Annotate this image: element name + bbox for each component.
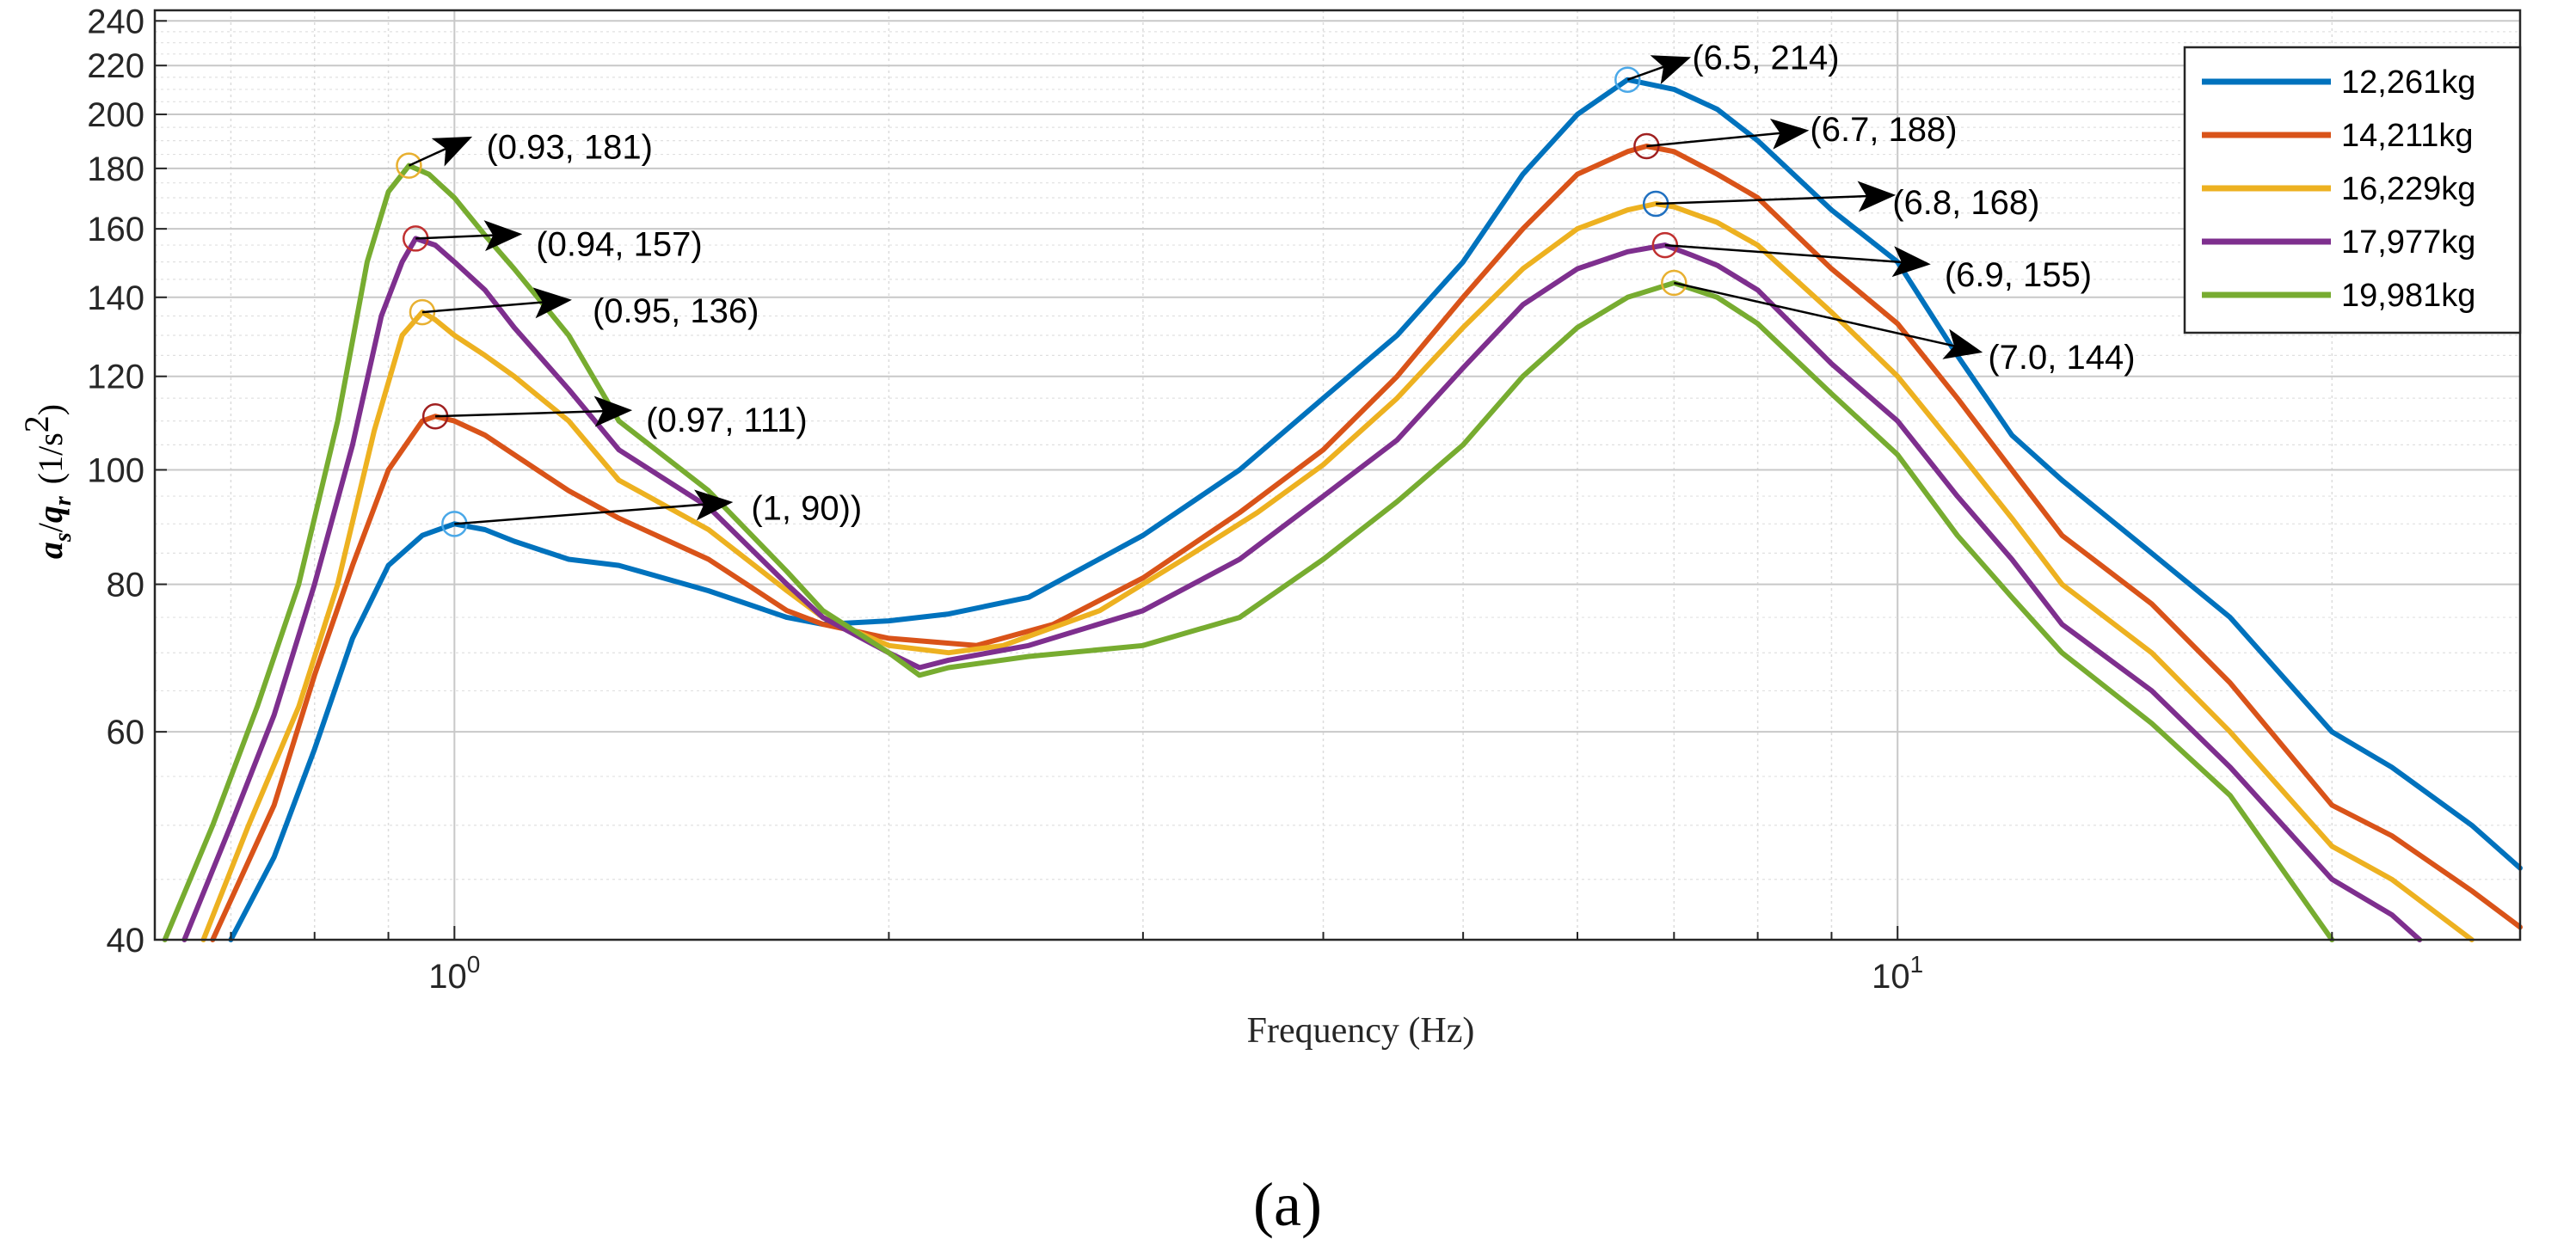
- legend-box: [2183, 46, 2522, 334]
- annotation-arrow-3: [435, 396, 633, 427]
- legend: 12,261kg 14,211kg 16,229kg 17,977kg 19,981kg: [2183, 46, 2522, 334]
- x-tick-exponent: 0: [467, 951, 481, 978]
- annotation-arrow-8: [1664, 243, 1931, 278]
- y-tick-label: 140: [87, 279, 144, 317]
- y-tick-label: 220: [87, 47, 144, 85]
- y-label-sep: /: [31, 522, 70, 532]
- x-axis-label: Frequency (Hz): [1247, 1011, 1475, 1051]
- annotation-label-6: (6.7, 188): [1810, 111, 1957, 149]
- peak-marker-6: [1633, 132, 1660, 160]
- y-label-num-sub: s: [50, 532, 77, 543]
- legend-label-1: 14,211kg: [2341, 118, 2474, 154]
- annotation-arrow-6: [1646, 118, 1810, 150]
- annotation-label-3: (0.97, 111): [646, 402, 808, 439]
- y-label-units-sup: 2: [17, 415, 56, 432]
- annotation-arrow-4: [454, 489, 734, 525]
- x-tick-base: 10: [1872, 958, 1910, 996]
- y-label-num: a: [31, 542, 70, 559]
- y-label-units: (1/s: [31, 432, 70, 484]
- y-tick-label: 120: [87, 359, 144, 396]
- legend-label-2: 16,229kg: [2341, 171, 2475, 207]
- y-label-den: q: [31, 506, 70, 523]
- x-tick-exponent: 1: [1910, 951, 1924, 978]
- annotation-label-2: (0.95, 136): [593, 292, 759, 330]
- annotation-arrow-2: [421, 287, 572, 319]
- legend-label-0: 12,261kg: [2341, 64, 2475, 101]
- annotation-arrow-0: [408, 136, 473, 167]
- annotation-label-9: (7.0, 144): [1988, 339, 2135, 377]
- y-tick-label: 180: [87, 150, 144, 188]
- y-tick-label: 40: [107, 922, 145, 960]
- annotation-label-5: (6.5, 214): [1692, 40, 1839, 77]
- series-line-4: [162, 163, 2335, 942]
- axes-box: [153, 9, 2522, 941]
- x-tick-label: 100: [428, 951, 480, 996]
- figure-caption: (a): [1253, 1170, 1322, 1239]
- annotation-label-8: (6.9, 155): [1945, 256, 2092, 294]
- peak-marker-0: [396, 152, 422, 179]
- annotation-arrow-1: [415, 220, 523, 252]
- series-line-0: [228, 77, 2523, 942]
- annotation-label-4: (1, 90)): [751, 489, 862, 527]
- peak-marker-5: [1614, 66, 1641, 93]
- y-label-units-close: ): [31, 404, 70, 415]
- grid: [155, 10, 2520, 941]
- x-tick-base: 10: [428, 958, 467, 996]
- y-tick-label: 240: [87, 3, 144, 40]
- y-tick-label: 80: [107, 567, 145, 604]
- annotation-label-7: (6.8, 168): [1892, 184, 2039, 222]
- legend-label-4: 19,981kg: [2341, 278, 2475, 314]
- y-axis-label: as/qr (1/s2): [17, 404, 77, 559]
- y-tick-label: 160: [87, 211, 144, 248]
- y-tick-label: 60: [107, 714, 145, 751]
- annotation-arrow-5: [1626, 55, 1692, 85]
- annotation-label-1: (0.94, 157): [536, 225, 702, 263]
- peak-marker-9: [1661, 269, 1688, 297]
- y-label-den-sub: r: [50, 495, 77, 506]
- y-tick-label: 200: [87, 96, 144, 134]
- annotations: (0.93, 181) (0.94, 157) (0.95, 136) (0.97, …: [408, 40, 2136, 527]
- annotation-arrow-7: [1656, 181, 1897, 212]
- x-tick-label: 101: [1872, 951, 1923, 996]
- annotation-label-0: (0.93, 181): [486, 129, 652, 167]
- annotation-arrow-9: [1674, 281, 1983, 359]
- legend-label-3: 17,977kg: [2341, 224, 2475, 261]
- y-tick-label: 100: [87, 451, 144, 489]
